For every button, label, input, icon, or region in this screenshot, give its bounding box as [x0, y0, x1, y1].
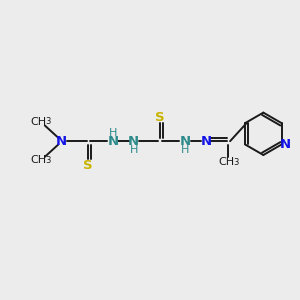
Text: N: N [180, 135, 191, 148]
Text: 3: 3 [234, 158, 239, 167]
Text: S: S [155, 110, 165, 124]
Text: H: H [181, 145, 190, 155]
Text: 3: 3 [45, 155, 50, 164]
Text: N: N [128, 135, 140, 148]
Text: H: H [130, 145, 138, 155]
Text: CH: CH [218, 158, 235, 167]
Text: H: H [109, 128, 117, 138]
Text: N: N [56, 135, 67, 148]
Text: N: N [200, 135, 211, 148]
Text: 3: 3 [45, 117, 50, 126]
Text: CH: CH [30, 117, 46, 127]
Text: S: S [83, 159, 93, 172]
Text: N: N [280, 138, 291, 151]
Text: N: N [108, 135, 119, 148]
Text: CH: CH [30, 155, 46, 165]
